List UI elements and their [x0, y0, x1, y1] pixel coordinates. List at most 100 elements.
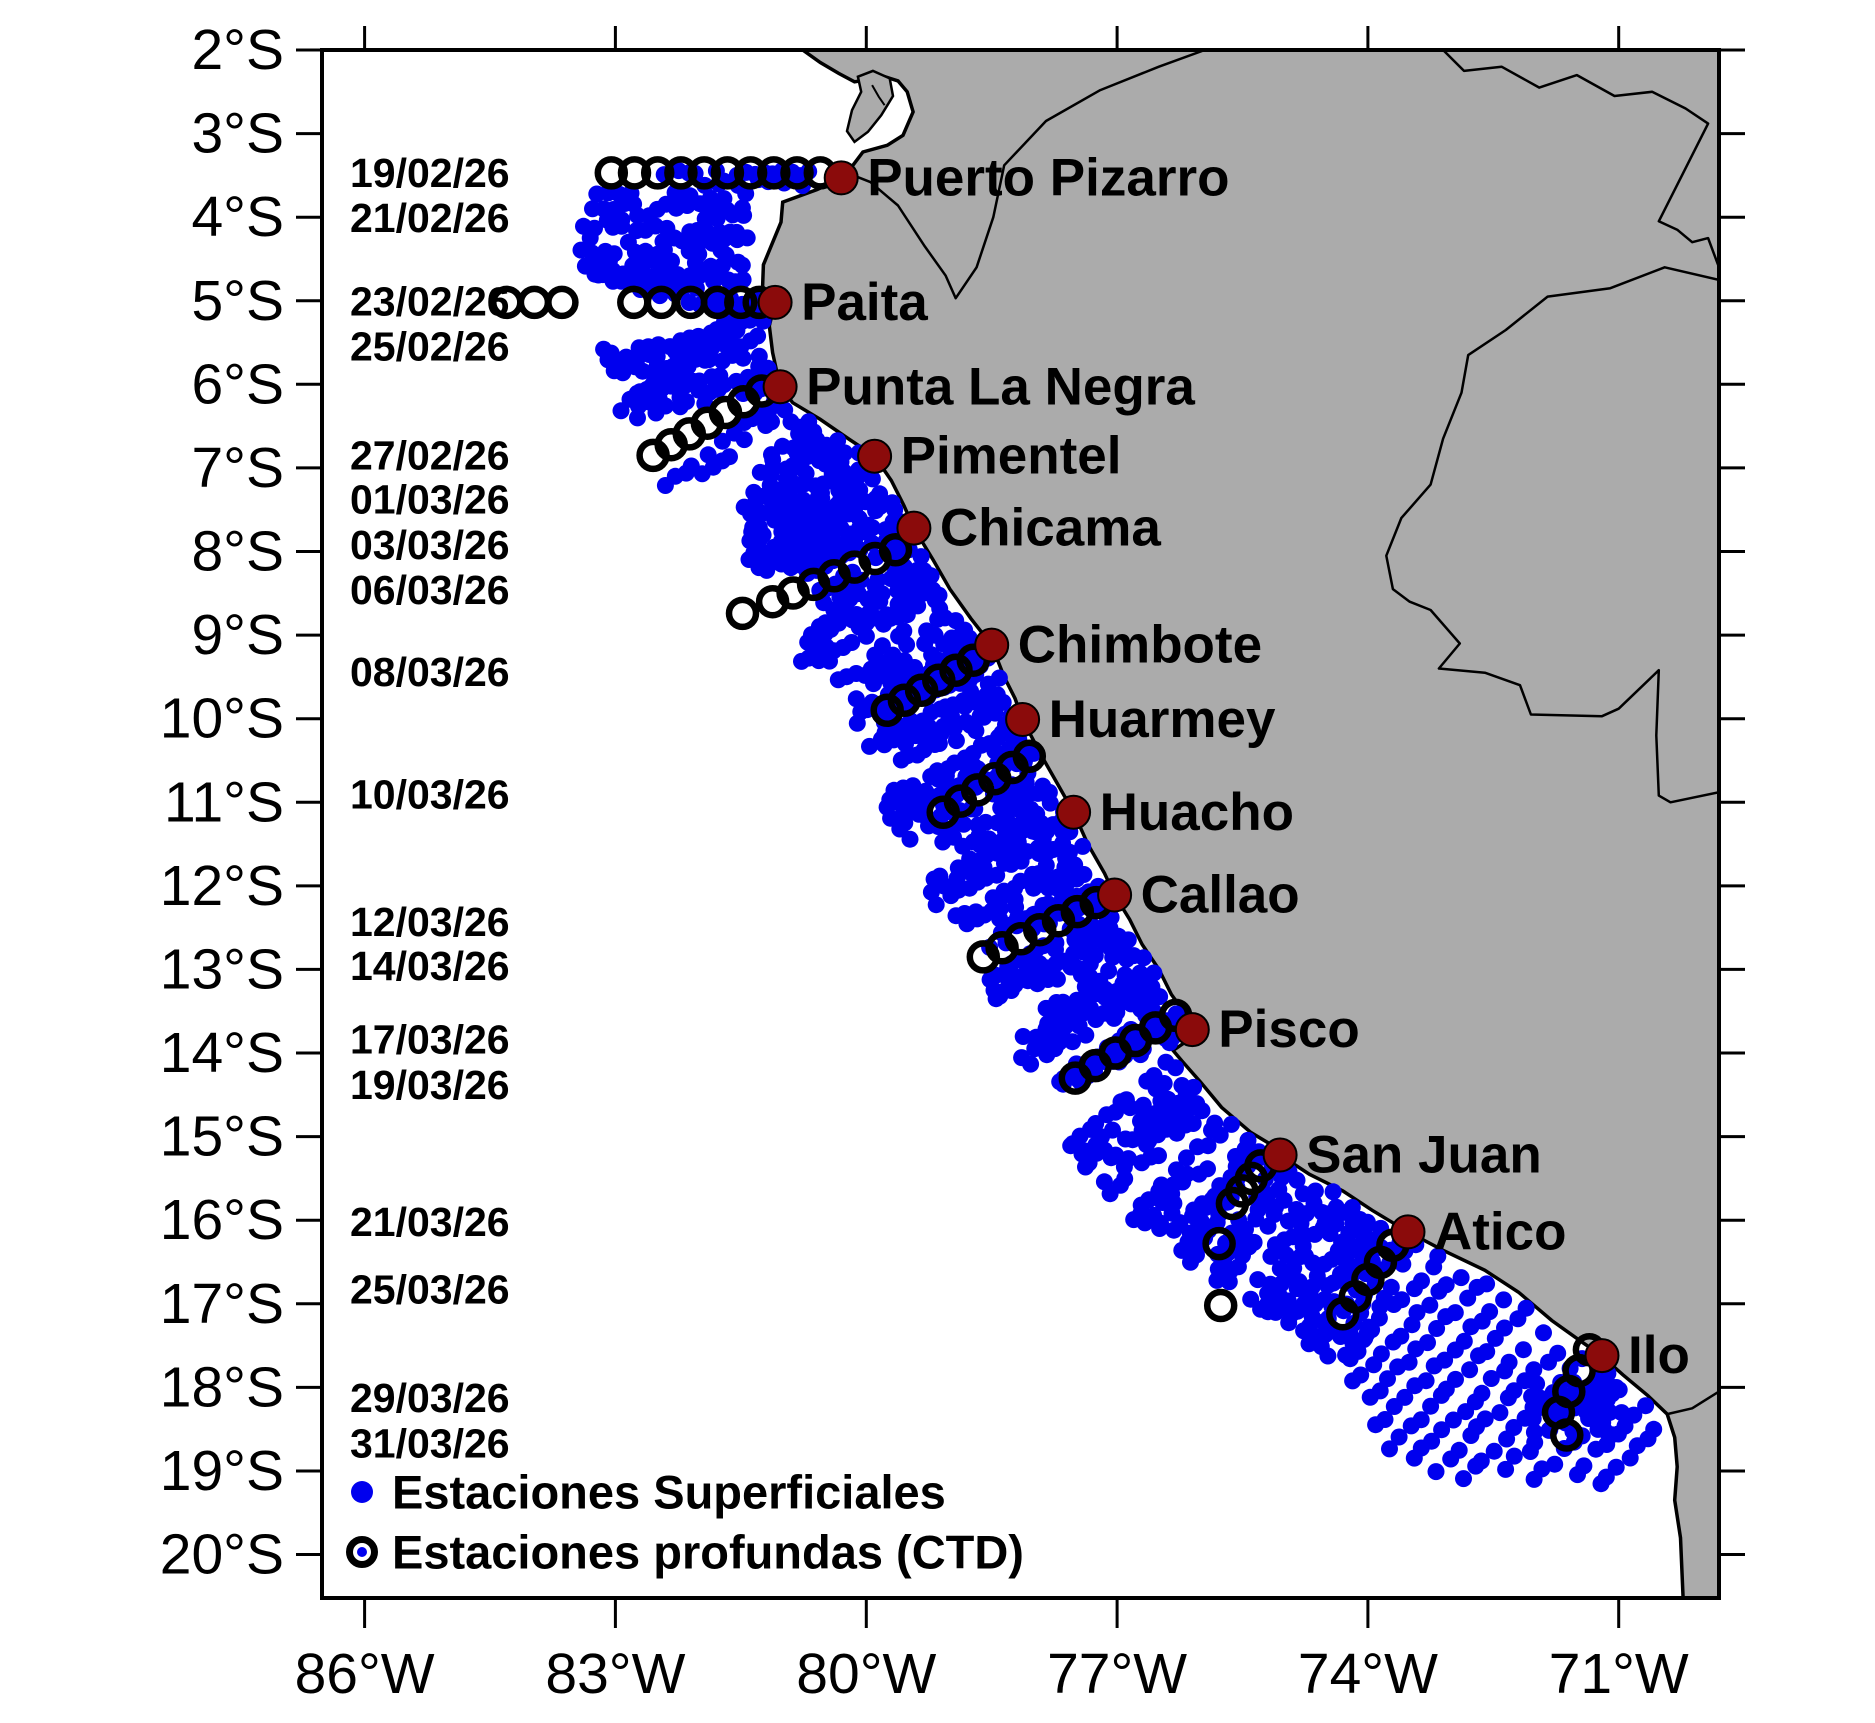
- surface-station-dot: [1406, 1377, 1424, 1395]
- surface-station-dot: [991, 910, 1009, 928]
- country-border: [842, 50, 1206, 300]
- surface-station-dot: [1405, 1449, 1423, 1467]
- surface-station-dot: [605, 362, 623, 380]
- surface-station-dot: [604, 218, 622, 236]
- city-label: Puerto Pizarro: [867, 148, 1229, 207]
- city-marker: [823, 160, 859, 196]
- surface-station-dot: [1514, 1341, 1532, 1359]
- survey-date-label: 29/03/26: [350, 1375, 510, 1421]
- survey-date-label: 14/03/26: [350, 943, 510, 989]
- surface-station-dot: [1367, 1416, 1385, 1434]
- city-marker: [896, 510, 932, 546]
- surface-station-dot: [1288, 1171, 1306, 1189]
- surface-station-dot: [1211, 1126, 1229, 1144]
- survey-date-label: 31/03/26: [350, 1420, 510, 1466]
- surface-station-dot: [1280, 1314, 1298, 1332]
- ctd-station-ring: [1202, 1226, 1236, 1261]
- surface-station-dot: [1193, 1102, 1211, 1120]
- surface-station-dot: [1074, 837, 1092, 855]
- legend-surface-label: Estaciones Superficiales: [392, 1466, 946, 1519]
- ctd-station-ring: [966, 940, 1001, 974]
- surface-station-dot: [1306, 1225, 1324, 1243]
- surface-station-dot: [1262, 1247, 1280, 1265]
- surface-station-dot: [1173, 1241, 1191, 1259]
- ctd-station-ring: [755, 584, 790, 619]
- surface-station-dot: [1535, 1324, 1552, 1342]
- city-marker: [1390, 1214, 1426, 1250]
- surface-station-dot: [751, 530, 769, 548]
- surface-station-dot: [1136, 990, 1154, 1008]
- ctd-station-ring: [757, 156, 791, 190]
- city-label: Huacho: [1100, 783, 1294, 842]
- surface-station-dot: [584, 200, 601, 218]
- surface-station-dot: [1064, 1033, 1081, 1051]
- surface-station-dot: [1433, 1421, 1451, 1439]
- surface-station-dot: [892, 751, 910, 769]
- surface-station-dot: [708, 297, 726, 314]
- surface-station-dot: [1267, 1303, 1285, 1321]
- surface-station-dot: [691, 195, 709, 213]
- y-tick-label: 12°S: [160, 854, 284, 918]
- surface-station-dot: [1525, 1423, 1543, 1441]
- surface-station-dot: [1384, 1333, 1402, 1351]
- surface-station-dot: [1077, 1026, 1095, 1044]
- surface-station-dot: [693, 465, 711, 483]
- surface-station-dot: [1446, 1341, 1464, 1359]
- surface-station-dot: [875, 615, 892, 633]
- surface-station-dot: [1425, 1258, 1443, 1276]
- city-label: Pimentel: [901, 427, 1122, 486]
- surface-station-dot: [848, 714, 866, 732]
- surface-station-dot: [735, 431, 753, 449]
- ctd-station-ring: [1550, 1418, 1584, 1452]
- surface-station-dot: [1505, 1447, 1523, 1465]
- survey-date-label: 23/02/26: [350, 279, 510, 325]
- surface-station-dot: [947, 732, 965, 750]
- surface-station-dot: [1496, 1362, 1514, 1380]
- surface-station-dot: [1091, 927, 1109, 945]
- ctd-station-ring: [870, 693, 904, 728]
- surface-station-dot: [1295, 1322, 1313, 1340]
- surface-station-dot: [1613, 1404, 1631, 1422]
- surface-station-dot: [1022, 1055, 1040, 1073]
- survey-date-label: 12/03/26: [350, 899, 510, 945]
- ctd-station-ring: [687, 156, 721, 190]
- surface-station-dot: [758, 561, 776, 579]
- surface-station-dot: [671, 398, 689, 416]
- survey-date-label: 21/03/26: [350, 1199, 510, 1245]
- surface-station-dot: [1425, 1357, 1443, 1375]
- surface-station-dot: [810, 652, 828, 670]
- surface-station-dot: [1432, 1386, 1450, 1404]
- ctd-station-ring: [926, 795, 960, 830]
- survey-date-label: 25/03/26: [350, 1267, 510, 1313]
- surface-station-dot: [1491, 1404, 1509, 1422]
- surface-station-dot: [1430, 1282, 1448, 1300]
- surface-station-dot: [1165, 1221, 1183, 1239]
- surface-station-dot: [865, 675, 882, 693]
- city-marker: [762, 369, 798, 405]
- surface-station-dot: [1546, 1455, 1564, 1473]
- surface-station-dot: [1461, 1361, 1479, 1379]
- surface-station-dot: [927, 896, 945, 914]
- surface-station-dot: [1485, 1442, 1503, 1460]
- surface-station-dot: [1087, 1011, 1105, 1028]
- survey-date-label: 19/02/26: [350, 150, 510, 196]
- surface-station-dot: [1459, 1289, 1477, 1307]
- surface-station-dot: [1168, 1124, 1186, 1142]
- y-tick-label: 19°S: [160, 1439, 284, 1503]
- y-tick-label: 11°S: [164, 770, 284, 834]
- cities-layer: Puerto Pizarro Paita Punta La Negra Pimente…: [757, 148, 1690, 1385]
- surface-station-dot: [994, 983, 1012, 1001]
- surface-station-dot: [934, 833, 952, 851]
- surface-station-dot: [861, 737, 878, 755]
- surface-station-dot: [1390, 1428, 1408, 1446]
- surface-station-dot: [956, 698, 974, 715]
- surface-station-dot: [588, 185, 606, 203]
- surface-station-dot: [1028, 975, 1046, 993]
- ctd-station-ring: [725, 596, 760, 631]
- surface-station-dot: [1462, 1427, 1480, 1444]
- surface-station-dot: [1337, 1346, 1355, 1364]
- city-label: Atico: [1434, 1202, 1567, 1261]
- city-label: Callao: [1141, 866, 1300, 925]
- surface-station-dot: [929, 610, 947, 628]
